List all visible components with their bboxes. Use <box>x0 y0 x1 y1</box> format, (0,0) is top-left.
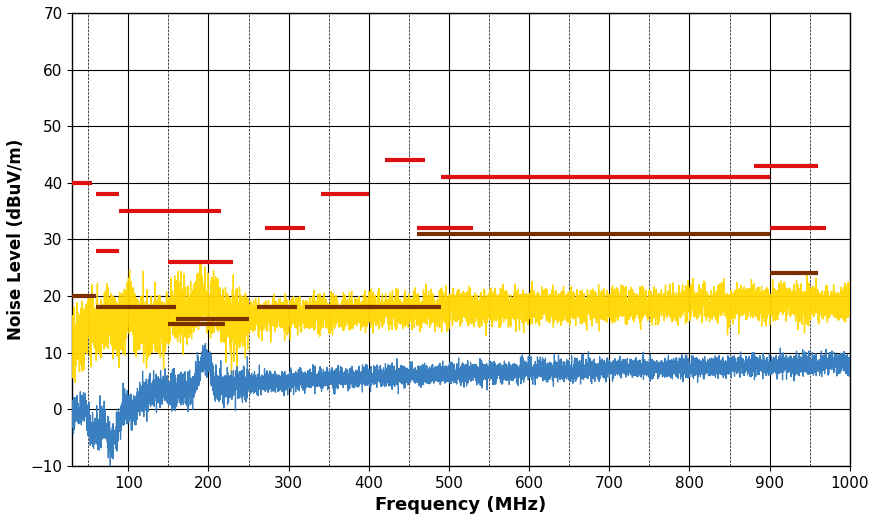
Y-axis label: Noise Level (dBuV/m): Noise Level (dBuV/m) <box>7 139 25 340</box>
X-axis label: Frequency (MHz): Frequency (MHz) <box>376 496 547 514</box>
